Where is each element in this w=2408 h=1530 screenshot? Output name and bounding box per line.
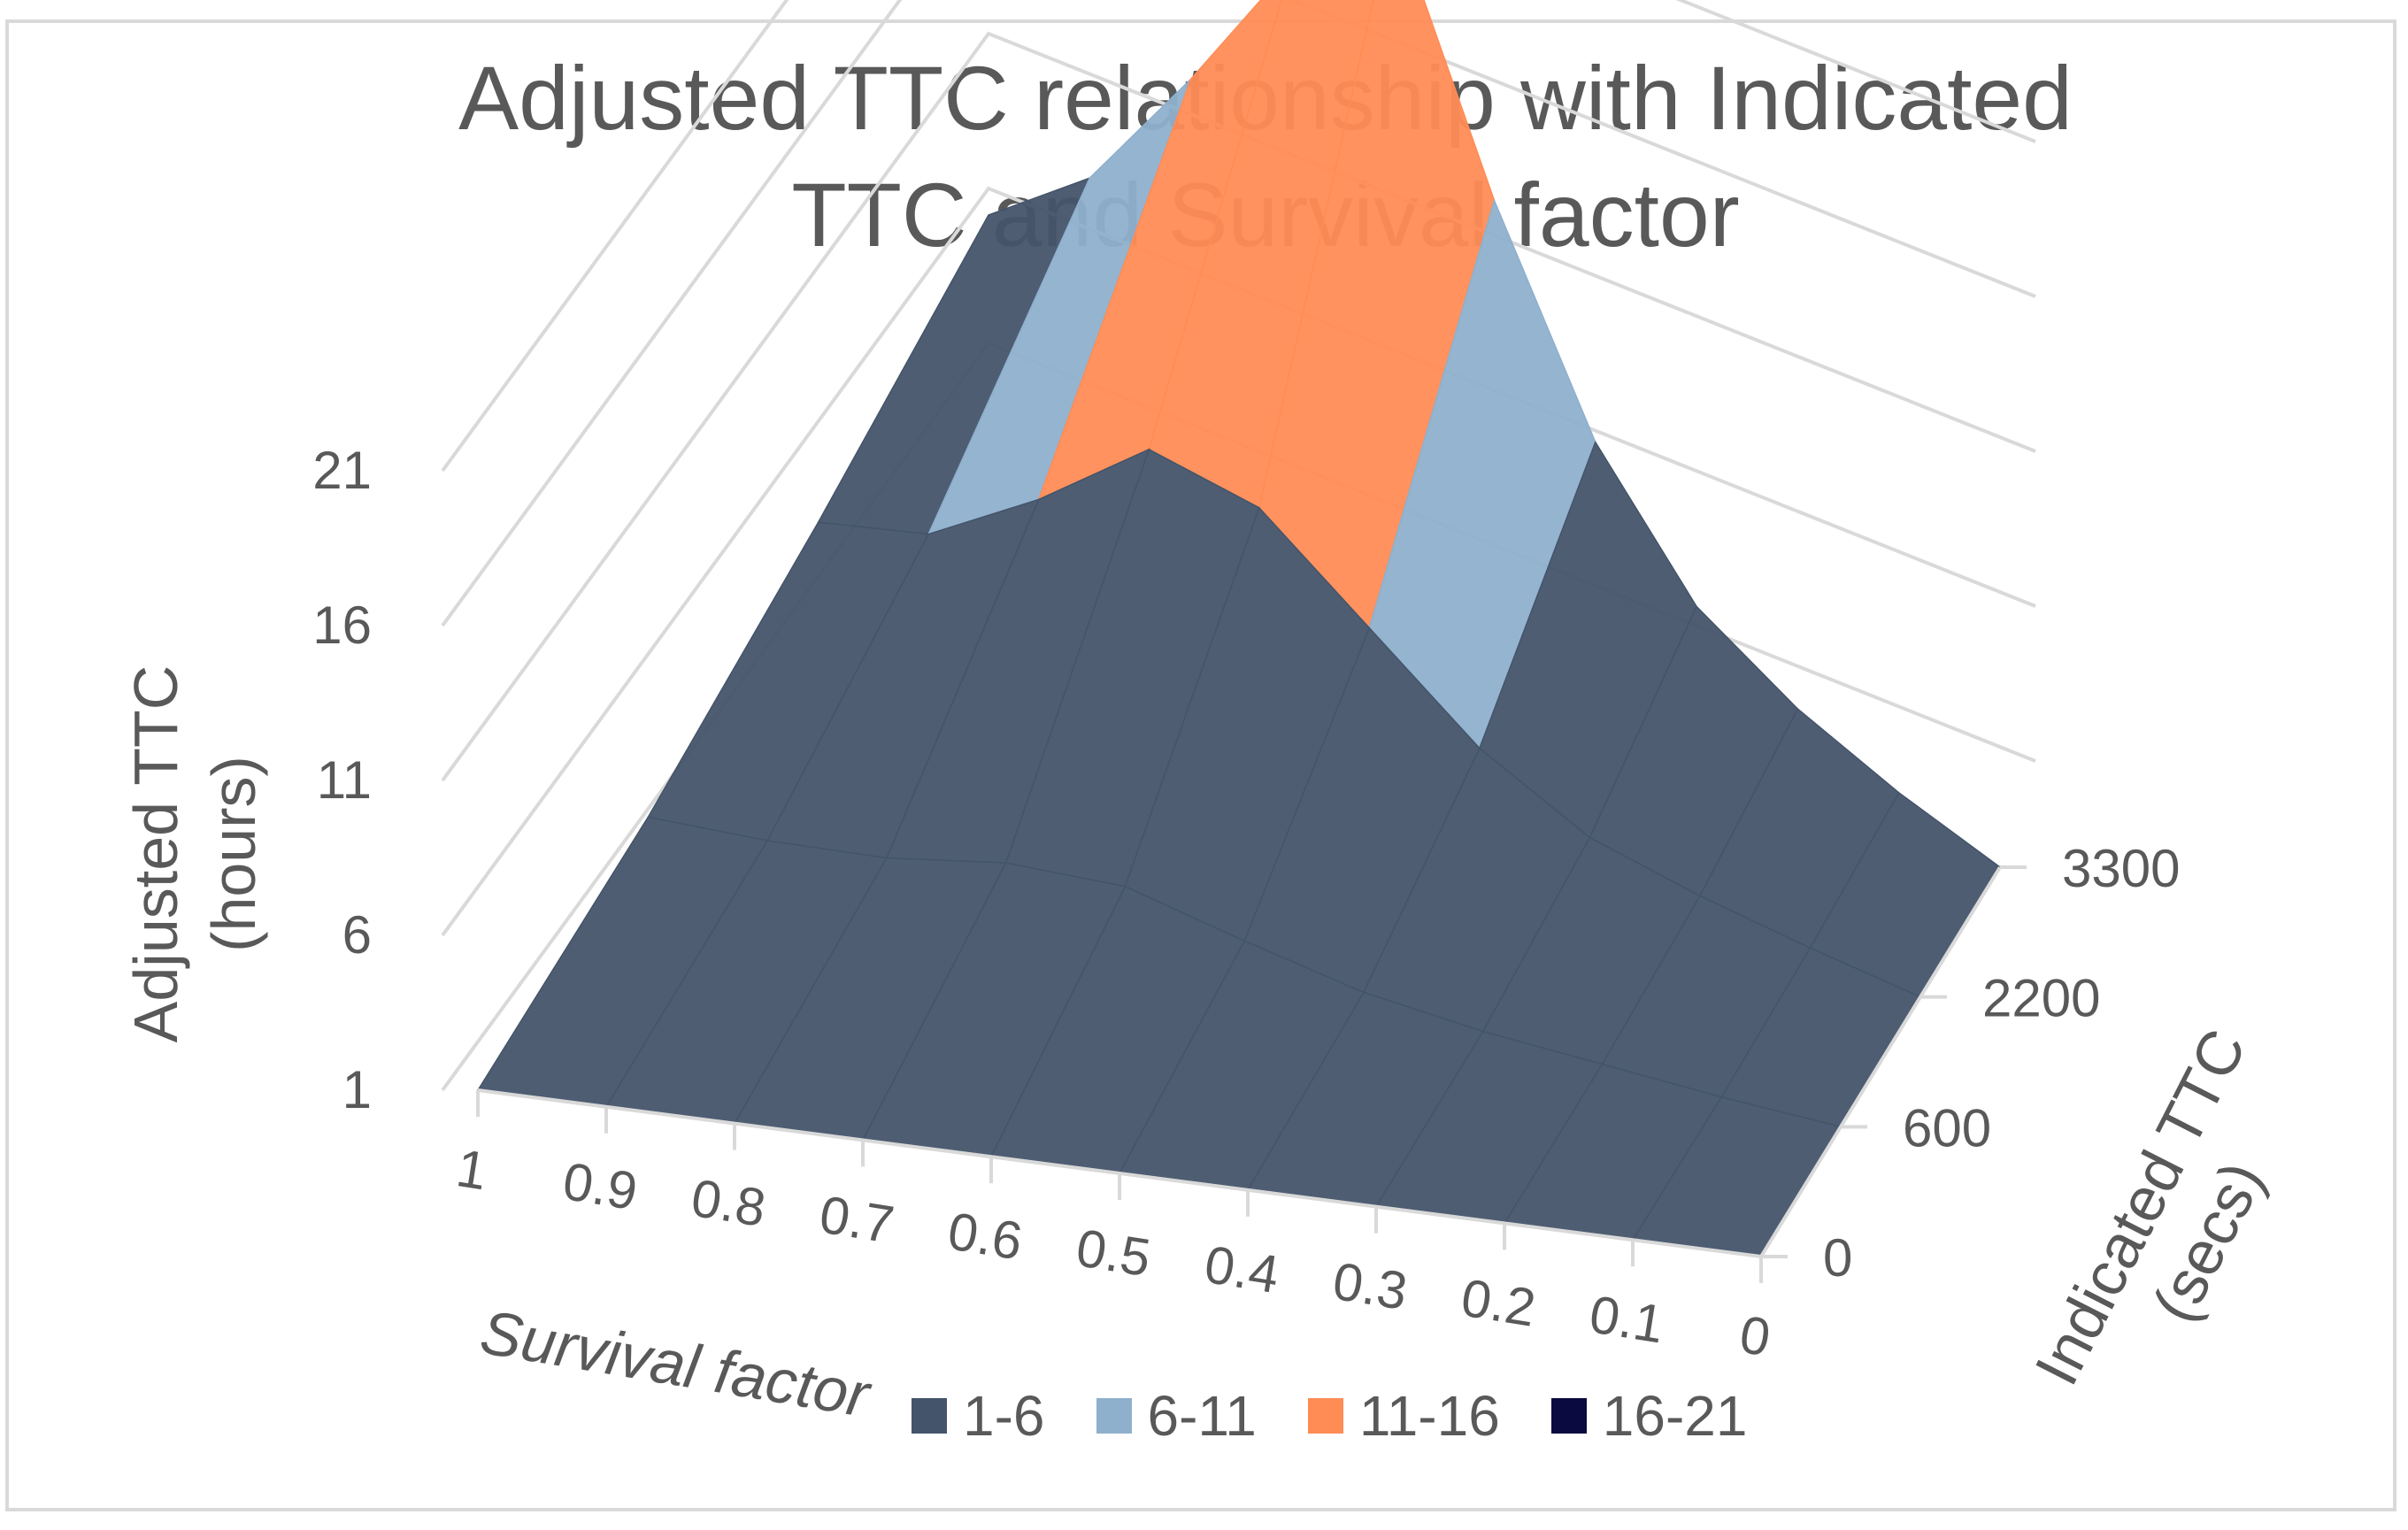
- tick-labels: 1 0.9 0.8 0.7 0.6 0.5 0.4 0.3 0.2 0.1 00 600 2200 330…: [312, 441, 2180, 1367]
- legend-label: 16-21: [1602, 1384, 1748, 1448]
- legend-swatch: [1550, 1398, 1587, 1434]
- legend-swatch: [1096, 1398, 1132, 1434]
- x-tick-label: 0.5: [1073, 1218, 1155, 1288]
- x-tick-label: 0.9: [559, 1151, 642, 1221]
- z-axis-title: Adjusted TTC (hours): [121, 665, 268, 1043]
- x-axis-title: Survival factor: [476, 1297, 877, 1431]
- z-axis-title-line-1: Adjusted TTC: [121, 665, 190, 1043]
- x-tick-label: 0.3: [1329, 1251, 1412, 1321]
- z-tick-label: 1: [342, 1060, 372, 1119]
- y-tick-label: 0: [1823, 1228, 1852, 1288]
- y-tick-label: 3300: [2062, 839, 2180, 898]
- legend-item-11-16: 11-16: [1307, 1383, 1500, 1449]
- x-tick-label: 1: [452, 1138, 490, 1201]
- z-tick-label: 16: [312, 596, 372, 655]
- y-tick-label: 2200: [1982, 969, 2100, 1028]
- legend-item-1-6: 1-6: [912, 1383, 1045, 1449]
- gridline-z-6: [441, 186, 2036, 937]
- z-axis-title-line-2: (hours): [199, 756, 268, 952]
- z-tick-label: 21: [312, 441, 372, 500]
- legend-item-6-11: 6-11: [1096, 1383, 1257, 1449]
- legend-label: 11-16: [1358, 1384, 1500, 1448]
- x-tick-label: 0.6: [944, 1201, 1027, 1271]
- legend-swatch: [912, 1398, 947, 1434]
- z-tick-label: 6: [342, 905, 372, 965]
- legend-label: 6-11: [1147, 1384, 1257, 1448]
- legend-item-16-21: 16-21: [1550, 1383, 1748, 1449]
- gridline-z-11: [441, 31, 2036, 782]
- legend-label: 1-6: [963, 1384, 1045, 1448]
- gridline-z-21: [441, 0, 2036, 473]
- legend-swatch: [1307, 1398, 1343, 1434]
- y-axis-line: [1759, 865, 2002, 1258]
- x-tick-label: 0.7: [816, 1185, 898, 1255]
- x-tick-label: 0.4: [1201, 1234, 1283, 1304]
- x-tick-label: 0.1: [1586, 1284, 1668, 1354]
- x-tick-label: 0.2: [1458, 1268, 1540, 1338]
- x-tick-label: 0.8: [688, 1168, 770, 1238]
- legend: 1-6 6-11 11-16 16-21: [912, 1380, 1747, 1451]
- y-tick-label: 600: [1903, 1098, 1991, 1157]
- gridline-z-16: [441, 0, 2036, 627]
- x-tick-label: 0: [1735, 1304, 1773, 1367]
- surface-plot: [476, 0, 2001, 1257]
- z-tick-label: 11: [317, 750, 372, 810]
- axes: [476, 865, 2027, 1283]
- y-axis-title: Indicated TTC (secs): [2021, 1019, 2277, 1395]
